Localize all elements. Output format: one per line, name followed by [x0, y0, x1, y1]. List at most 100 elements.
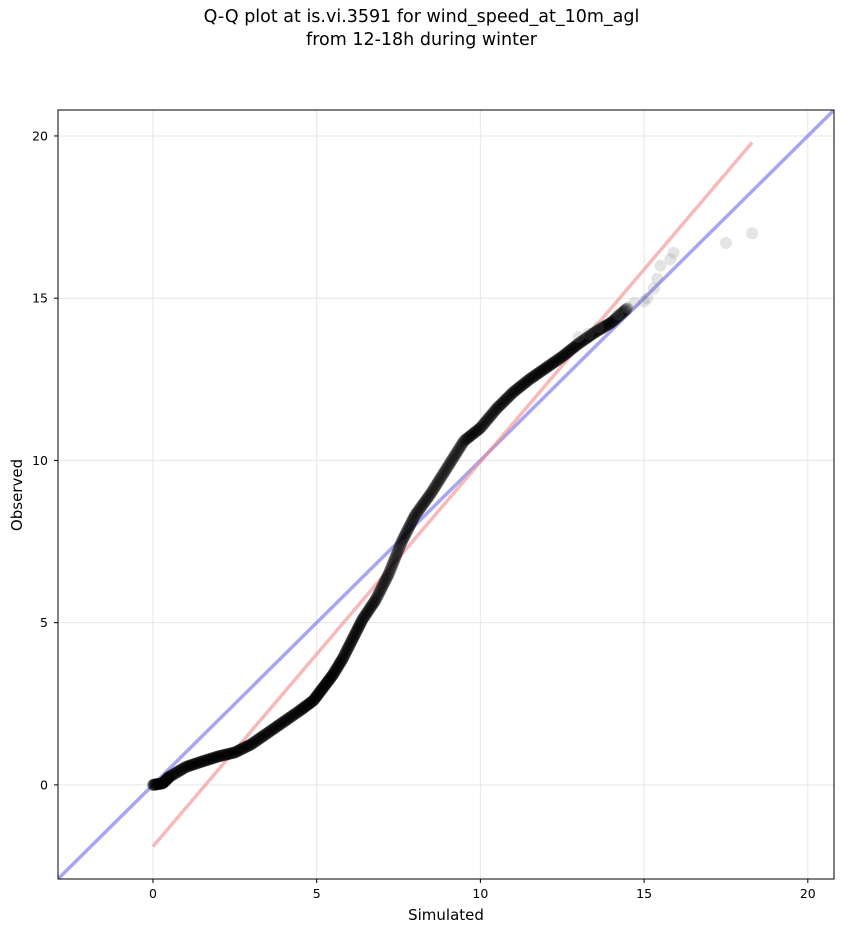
data-point [151, 778, 164, 791]
data-point [581, 331, 594, 344]
data-point [558, 348, 571, 361]
data-point [530, 368, 543, 381]
data-point [452, 444, 465, 457]
data-point [157, 776, 170, 789]
data-point [152, 777, 165, 790]
data-point [431, 476, 444, 489]
data-point [325, 670, 338, 683]
data-point [389, 551, 402, 564]
data-point [427, 483, 440, 496]
data-point [277, 715, 290, 728]
data-point [190, 757, 203, 770]
data-point [429, 479, 442, 492]
data-point [536, 364, 549, 377]
data-point [605, 316, 618, 329]
data-point [336, 653, 349, 666]
data-point [218, 748, 231, 761]
data-point [332, 658, 345, 671]
data-point [235, 743, 248, 756]
data-point [174, 764, 187, 777]
data-point [314, 684, 327, 697]
data-point [367, 597, 380, 610]
data-point [228, 746, 241, 759]
data-point [350, 625, 363, 638]
data-point [513, 380, 526, 393]
data-point [533, 366, 546, 379]
data-point [173, 764, 186, 777]
data-point [440, 462, 453, 475]
data-point [215, 749, 228, 762]
data-point [276, 716, 289, 729]
data-point [374, 583, 387, 596]
data-point [548, 356, 561, 369]
data-point [158, 775, 171, 788]
data-point [359, 608, 372, 621]
data-point [253, 732, 266, 745]
data-point [345, 635, 358, 648]
data-point [401, 524, 414, 537]
data-point [482, 412, 495, 425]
data-point [177, 762, 190, 775]
data-point [399, 527, 412, 540]
data-point [481, 414, 494, 427]
data-point [413, 503, 426, 516]
data-point [195, 755, 208, 768]
data-point [444, 456, 457, 469]
data-point [202, 753, 215, 766]
data-point [647, 282, 660, 295]
data-point [606, 315, 619, 328]
data-point [246, 737, 259, 750]
data-point [200, 754, 213, 767]
data-point [423, 489, 436, 502]
data-point [466, 427, 479, 440]
data-point [148, 778, 161, 791]
data-point [603, 317, 616, 330]
data-point [577, 334, 590, 347]
data-point [615, 307, 628, 320]
data-point [509, 384, 522, 397]
data-point [207, 751, 220, 764]
data-point [405, 516, 418, 529]
data-point [254, 731, 267, 744]
data-point [417, 497, 430, 510]
data-point [404, 517, 417, 530]
data-point [193, 756, 206, 769]
data-point [320, 676, 333, 689]
data-point [336, 652, 349, 665]
data-point [216, 749, 229, 762]
data-point [571, 338, 584, 351]
data-point [319, 679, 332, 692]
data-point [592, 324, 605, 337]
data-point [421, 492, 434, 505]
data-point [149, 778, 162, 791]
data-point [506, 387, 519, 400]
data-point [401, 523, 414, 536]
data-point [207, 752, 220, 765]
data-point [176, 762, 189, 775]
data-point [364, 601, 377, 614]
data-point [268, 722, 281, 735]
data-point [341, 643, 354, 656]
data-point [593, 323, 606, 336]
data-point [572, 331, 585, 344]
data-point [212, 750, 225, 763]
data-point [351, 624, 364, 637]
data-point [388, 553, 401, 566]
data-point [366, 599, 379, 612]
data-point [431, 477, 444, 490]
data-point [257, 729, 270, 742]
data-point [234, 743, 247, 756]
data-point [391, 545, 404, 558]
data-point [588, 326, 601, 339]
data-point [295, 703, 308, 716]
data-point [331, 661, 344, 674]
data-point [552, 353, 565, 366]
data-point [223, 747, 236, 760]
data-point [497, 395, 510, 408]
data-point [161, 772, 174, 785]
data-point [324, 672, 337, 685]
data-point [308, 693, 321, 706]
data-point [183, 759, 196, 772]
data-point [580, 331, 593, 344]
